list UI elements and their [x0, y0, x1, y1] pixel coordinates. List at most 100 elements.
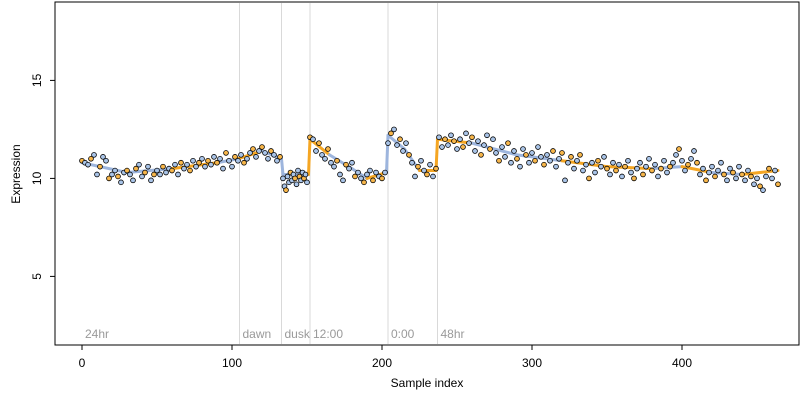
data-point	[202, 163, 208, 170]
data-point	[187, 167, 193, 174]
data-point	[577, 152, 583, 158]
y-axis-title: Expression	[9, 144, 23, 203]
data-point	[133, 165, 139, 172]
data-point	[604, 165, 610, 172]
data-point	[514, 156, 520, 162]
data-point	[610, 159, 616, 166]
data-point	[253, 154, 259, 160]
data-point	[302, 171, 309, 178]
data-point	[631, 175, 637, 182]
data-point	[157, 171, 163, 178]
trend-segment	[740, 169, 780, 176]
data-point	[535, 144, 541, 150]
data-point	[628, 169, 634, 176]
data-point	[181, 165, 187, 172]
data-point	[367, 167, 373, 174]
data-point	[184, 161, 190, 168]
data-point	[319, 152, 325, 158]
data-point	[274, 157, 280, 164]
data-point	[139, 173, 145, 180]
data-point	[763, 173, 769, 180]
data-point	[694, 159, 700, 166]
data-point	[598, 163, 604, 170]
data-point	[553, 163, 559, 170]
data-point	[586, 175, 592, 182]
data-point	[292, 175, 298, 182]
data-point	[370, 177, 376, 184]
data-point	[271, 152, 277, 158]
data-point	[85, 161, 91, 168]
data-point	[469, 134, 475, 141]
data-point	[337, 171, 343, 178]
data-point	[262, 150, 268, 156]
data-point	[439, 144, 445, 150]
event-label: 48hr	[441, 327, 465, 341]
data-point	[91, 152, 97, 158]
data-point	[172, 161, 178, 168]
data-point	[103, 157, 109, 164]
x-axis-title: Sample index	[391, 376, 464, 390]
data-point	[517, 163, 523, 170]
data-point	[652, 161, 658, 168]
data-point	[430, 173, 436, 180]
event-label: 24hr	[85, 327, 109, 341]
data-point	[715, 167, 721, 174]
plot-frame	[54, 1, 800, 346]
data-point	[250, 146, 256, 152]
data-point	[211, 154, 217, 160]
data-point	[541, 161, 547, 168]
data-point	[718, 159, 724, 166]
data-point	[616, 161, 622, 168]
data-point	[373, 169, 379, 176]
data-point	[688, 156, 694, 162]
data-point	[379, 175, 385, 182]
data-point	[556, 156, 562, 162]
data-point	[364, 171, 370, 178]
data-point	[493, 150, 499, 156]
event-label: dawn	[243, 327, 272, 341]
x-tick-label: 300	[522, 356, 542, 370]
data-point	[322, 156, 328, 162]
data-point	[142, 169, 148, 176]
data-point	[643, 163, 649, 170]
data-point	[589, 159, 595, 166]
data-point	[703, 177, 709, 184]
data-point	[418, 157, 424, 164]
data-point	[391, 126, 397, 133]
data-point	[115, 173, 121, 180]
data-point	[334, 157, 340, 164]
data-point	[700, 165, 706, 172]
data-point	[511, 148, 517, 154]
data-point	[733, 175, 739, 182]
data-point	[508, 159, 514, 166]
trend-lines	[80, 133, 780, 180]
data-point	[619, 173, 625, 180]
data-point	[244, 156, 250, 162]
y-axis: 5 10 15	[30, 73, 55, 280]
data-point	[265, 156, 271, 162]
data-point	[481, 142, 487, 148]
data-point	[736, 163, 742, 170]
data-point	[277, 154, 283, 160]
y-tick-label: 5	[30, 273, 44, 280]
data-point	[595, 157, 601, 164]
data-point	[739, 171, 745, 178]
data-point	[625, 157, 631, 164]
data-point	[496, 157, 502, 164]
data-point	[346, 165, 352, 172]
data-point	[235, 157, 241, 164]
trend-segment	[434, 137, 439, 173]
data-point	[454, 146, 460, 152]
data-point	[571, 165, 577, 172]
data-point	[208, 161, 214, 168]
data-point	[205, 157, 211, 164]
data-point	[283, 187, 289, 193]
data-point	[352, 173, 358, 180]
data-point	[385, 140, 391, 146]
data-point	[97, 163, 103, 170]
data-point	[532, 157, 538, 164]
data-point	[394, 142, 400, 148]
event-label: dusk	[285, 327, 311, 341]
data-point	[565, 159, 571, 166]
